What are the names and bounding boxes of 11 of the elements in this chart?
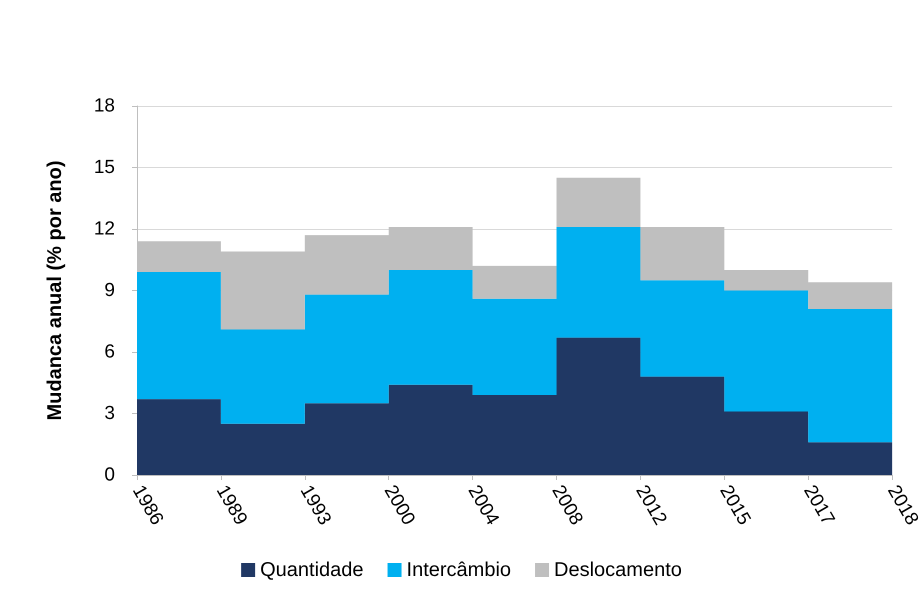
y-tick-label: 18 xyxy=(94,96,115,116)
y-tick-label: 9 xyxy=(104,280,115,301)
y-tick-label: 0 xyxy=(104,464,115,486)
y-axis-title: Mudanca anual (% por ano) xyxy=(44,160,66,421)
y-tick-label: 3 xyxy=(104,403,115,424)
y-tick-label: 6 xyxy=(104,342,115,362)
y-tick-label: 15 xyxy=(94,157,115,178)
y-tick-label: 12 xyxy=(94,218,115,240)
legend-label: Deslocamento xyxy=(554,559,682,581)
legend-label: Intercâmbio xyxy=(406,559,512,581)
legend-label: Quantidade xyxy=(260,559,364,581)
